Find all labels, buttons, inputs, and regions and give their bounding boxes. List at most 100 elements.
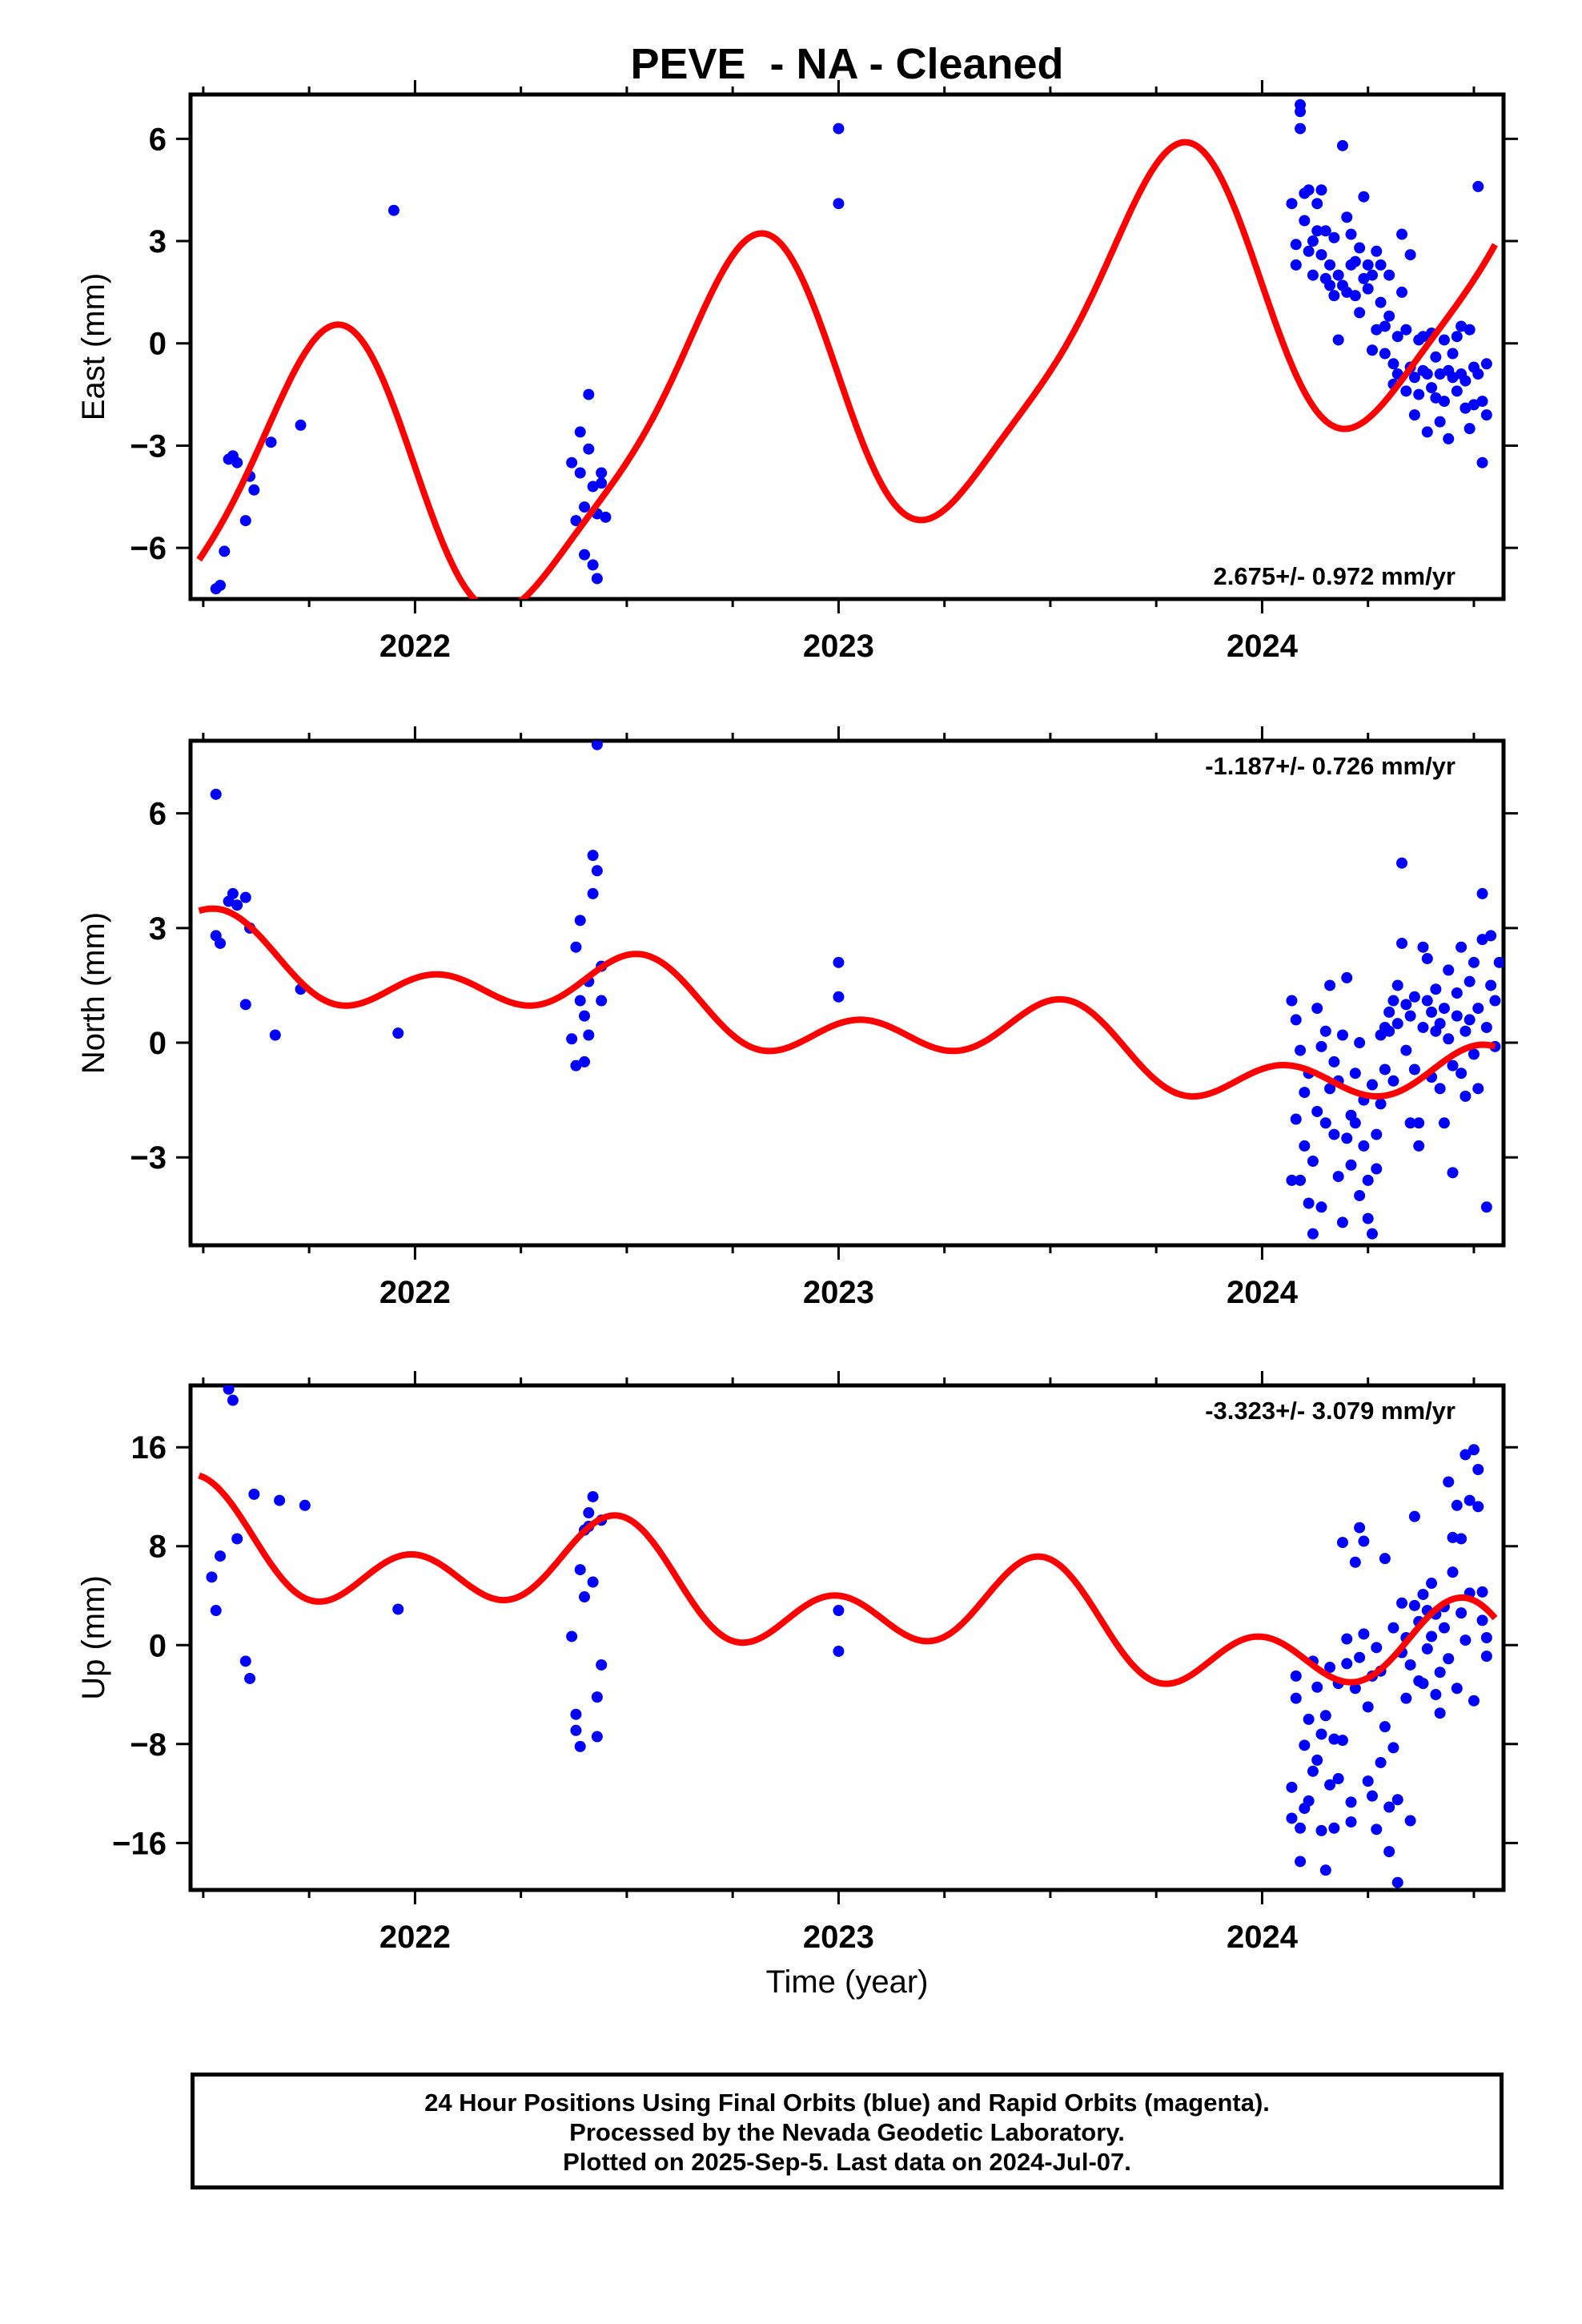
data-point	[1413, 1117, 1425, 1129]
data-point	[248, 1488, 260, 1500]
data-point	[1362, 259, 1374, 271]
data-point	[1404, 1659, 1416, 1671]
data-point	[1472, 1003, 1484, 1015]
data-point	[1315, 1040, 1327, 1052]
data-point	[1421, 1642, 1433, 1655]
data-point	[1464, 1014, 1476, 1026]
data-point	[1472, 1083, 1484, 1095]
data-point	[1476, 887, 1488, 899]
x-tick-label: 2024	[1227, 629, 1299, 664]
data-point	[1417, 941, 1429, 953]
data-point	[579, 1055, 590, 1068]
y-tick-label: 0	[149, 1628, 167, 1663]
data-point	[1383, 1801, 1395, 1813]
data-point	[1434, 1018, 1446, 1030]
data-point	[1476, 1586, 1488, 1598]
data-point	[1290, 1113, 1302, 1125]
data-point	[1315, 184, 1327, 196]
data-point	[1408, 1063, 1420, 1076]
velocity-label: -1.187+/- 0.726 mm/yr	[1205, 752, 1456, 780]
data-point	[1468, 399, 1480, 411]
data-point	[1375, 1098, 1387, 1110]
data-point	[1307, 1156, 1319, 1167]
data-point	[1391, 979, 1403, 991]
up-panel: 2022 2023 2024 −16 −8 0 8 16 Up (mm) -3.323+/- 3.…	[76, 1371, 1518, 1955]
data-point	[1319, 1710, 1331, 1722]
data-point	[1400, 1692, 1412, 1704]
data-point	[1379, 1553, 1391, 1565]
data-point	[1383, 310, 1395, 322]
data-point	[1404, 249, 1416, 261]
data-point	[1426, 382, 1438, 394]
data-point	[1371, 324, 1383, 336]
data-point	[1489, 995, 1501, 1007]
data-point	[1315, 1824, 1327, 1836]
data-point	[574, 426, 586, 438]
data-point	[1319, 1117, 1331, 1129]
data-point	[1447, 372, 1459, 384]
data-point	[1408, 409, 1420, 421]
data-point	[1472, 1501, 1484, 1513]
data-point	[579, 1591, 590, 1603]
data-point	[1480, 1021, 1492, 1033]
data-point	[1480, 1201, 1492, 1213]
data-point	[248, 484, 260, 496]
data-point	[1430, 983, 1442, 995]
data-point	[1367, 1790, 1378, 1802]
data-point	[1460, 1634, 1472, 1647]
data-point	[1375, 296, 1387, 308]
data-point	[1362, 1212, 1374, 1224]
x-axis-label: Time (year)	[766, 1964, 929, 2000]
data-point	[1400, 324, 1412, 336]
y-tick-label: −3	[130, 1140, 167, 1176]
data-point	[215, 937, 227, 949]
data-point	[1464, 975, 1476, 987]
data-point	[1379, 348, 1391, 360]
data-point	[1324, 1662, 1336, 1674]
data-point	[1345, 1816, 1357, 1828]
data-point	[223, 1385, 235, 1395]
data-point	[1303, 184, 1315, 196]
data-point	[1290, 239, 1302, 251]
data-point	[231, 456, 243, 468]
data-point	[574, 995, 586, 1007]
data-point	[1295, 1044, 1307, 1056]
data-point	[1303, 245, 1315, 257]
data-point	[600, 511, 612, 523]
data-point	[1328, 231, 1340, 243]
data-point	[1307, 235, 1319, 247]
data-point	[833, 991, 845, 1003]
data-point	[1438, 396, 1450, 408]
data-point	[570, 1708, 582, 1720]
data-point	[1371, 245, 1383, 257]
data-point	[1447, 1531, 1459, 1543]
data-point	[1295, 106, 1307, 118]
data-point	[566, 1033, 578, 1045]
data-point	[1438, 1622, 1450, 1634]
data-point	[1408, 1510, 1420, 1522]
data-point	[1430, 392, 1442, 404]
data-point	[1476, 396, 1488, 408]
data-point	[219, 545, 231, 557]
data-point	[1371, 1128, 1383, 1140]
data-point	[1451, 1010, 1463, 1022]
data-point	[1456, 1533, 1468, 1545]
data-point	[215, 1550, 227, 1562]
data-point	[1311, 1003, 1323, 1015]
data-point	[1413, 1140, 1425, 1152]
data-point	[1417, 331, 1429, 343]
data-point	[1391, 1018, 1403, 1030]
data-point	[583, 1507, 595, 1519]
data-point	[1345, 228, 1357, 240]
data-point	[1311, 1105, 1323, 1117]
north-panel: 2022 2023 2024 −3 0 3 6 North (mm) -1.187+/- 0.7…	[76, 726, 1518, 1310]
data-point	[387, 204, 400, 216]
data-point	[1371, 1823, 1383, 1835]
data-point	[1354, 1189, 1366, 1201]
data-point	[1303, 1795, 1315, 1807]
data-point	[596, 995, 608, 1007]
fit-curve	[196, 139, 1498, 599]
data-point	[1391, 1876, 1403, 1888]
data-point	[566, 1630, 578, 1642]
data-point	[587, 480, 599, 493]
